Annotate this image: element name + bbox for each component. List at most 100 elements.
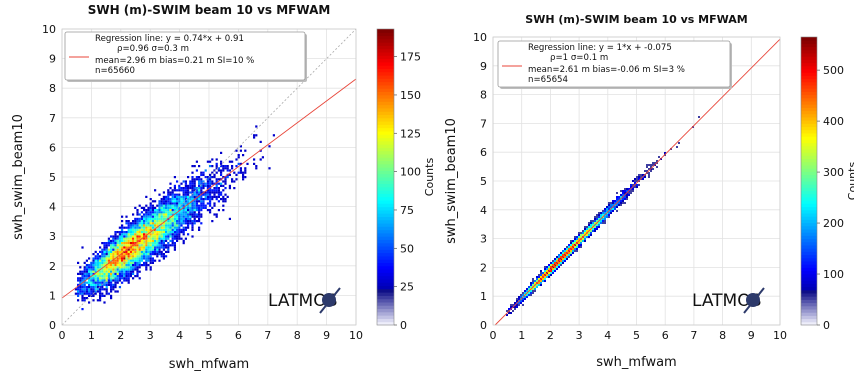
density-cell — [112, 277, 115, 280]
density-cell — [123, 272, 126, 275]
y-tick-label: 2 — [480, 261, 487, 274]
density-cell — [105, 266, 108, 269]
density-cell — [160, 231, 163, 234]
density-cell — [162, 224, 165, 227]
density-cell — [184, 193, 187, 196]
density-cell — [610, 204, 612, 206]
density-cell — [173, 198, 176, 201]
density-cell — [178, 193, 181, 196]
density-cell — [200, 184, 203, 187]
density-cell — [94, 277, 97, 280]
density-cell — [121, 261, 124, 264]
density-cell — [578, 244, 580, 246]
density-cell — [169, 209, 172, 212]
density-cell — [156, 222, 159, 225]
density-cell — [121, 248, 124, 251]
density-cell — [81, 292, 84, 295]
density-cell — [176, 213, 179, 216]
density-cell — [224, 180, 227, 183]
density-cell — [568, 252, 570, 254]
density-cell — [149, 209, 152, 212]
density-cell — [140, 226, 143, 229]
density-cell — [123, 248, 126, 251]
density-cell — [107, 257, 110, 260]
density-cell — [200, 173, 203, 176]
colorbar-step — [801, 267, 817, 272]
density-cell — [644, 170, 646, 172]
density-cell — [268, 167, 271, 170]
colorbar-step — [377, 315, 394, 319]
density-cell — [110, 264, 113, 267]
density-cell — [103, 244, 106, 247]
density-cell — [171, 213, 174, 216]
density-cell — [189, 202, 192, 205]
density-cell — [176, 195, 179, 198]
colorbar-step — [377, 29, 394, 33]
density-cell — [209, 178, 212, 181]
density-cell — [542, 272, 544, 274]
colorbar-step — [377, 71, 394, 76]
density-cell — [103, 255, 106, 258]
density-cell — [215, 162, 218, 165]
colorbar-step — [801, 168, 817, 172]
colorbar-step — [377, 127, 394, 132]
density-cell — [552, 260, 554, 262]
density-cell — [83, 281, 86, 284]
density-cell — [242, 171, 245, 174]
density-cell — [134, 231, 137, 234]
density-cell — [167, 231, 170, 234]
density-cell — [209, 191, 212, 194]
density-cell — [178, 198, 181, 201]
density-cell — [552, 270, 554, 272]
density-cell — [200, 178, 203, 181]
density-cell — [165, 231, 168, 234]
density-cell — [189, 215, 192, 218]
density-cell — [202, 187, 205, 190]
density-cell — [558, 262, 560, 264]
density-cell — [96, 281, 99, 284]
density-cell — [204, 182, 207, 185]
density-cell — [187, 176, 190, 179]
density-cell — [160, 220, 163, 223]
density-cell — [206, 209, 209, 212]
density-cell — [162, 209, 165, 212]
density-cell — [132, 268, 135, 271]
density-cell — [578, 232, 580, 234]
density-cell — [628, 192, 630, 194]
density-cell — [110, 242, 113, 245]
density-cell — [92, 272, 95, 275]
density-cell — [92, 275, 95, 278]
density-cell — [602, 220, 604, 222]
density-cell — [548, 266, 550, 268]
density-cell — [518, 298, 520, 300]
density-cell — [103, 253, 106, 256]
density-cell — [189, 200, 192, 203]
density-cell — [588, 224, 590, 226]
density-cell — [121, 239, 124, 242]
density-cell — [528, 294, 530, 296]
density-cell — [114, 266, 117, 269]
density-cell — [224, 193, 227, 196]
density-cell — [143, 228, 146, 231]
density-cell — [123, 261, 126, 264]
density-cell — [79, 290, 82, 293]
colorbar-step — [801, 321, 817, 326]
density-cell — [162, 222, 165, 225]
density-cell — [646, 164, 648, 166]
density-cell — [162, 233, 165, 236]
density-cell — [158, 237, 161, 240]
density-cell — [596, 224, 598, 226]
density-cell — [147, 222, 150, 225]
density-cell — [191, 178, 194, 181]
density-cell — [145, 228, 148, 231]
density-cell — [259, 158, 262, 161]
density-cell — [546, 266, 548, 268]
density-cell — [105, 242, 108, 245]
density-cell — [90, 292, 93, 295]
density-cell — [101, 248, 104, 251]
density-cell — [147, 244, 150, 247]
density-cell — [182, 231, 185, 234]
density-cell — [520, 302, 522, 304]
density-cell — [118, 231, 121, 234]
density-cell — [198, 211, 201, 214]
